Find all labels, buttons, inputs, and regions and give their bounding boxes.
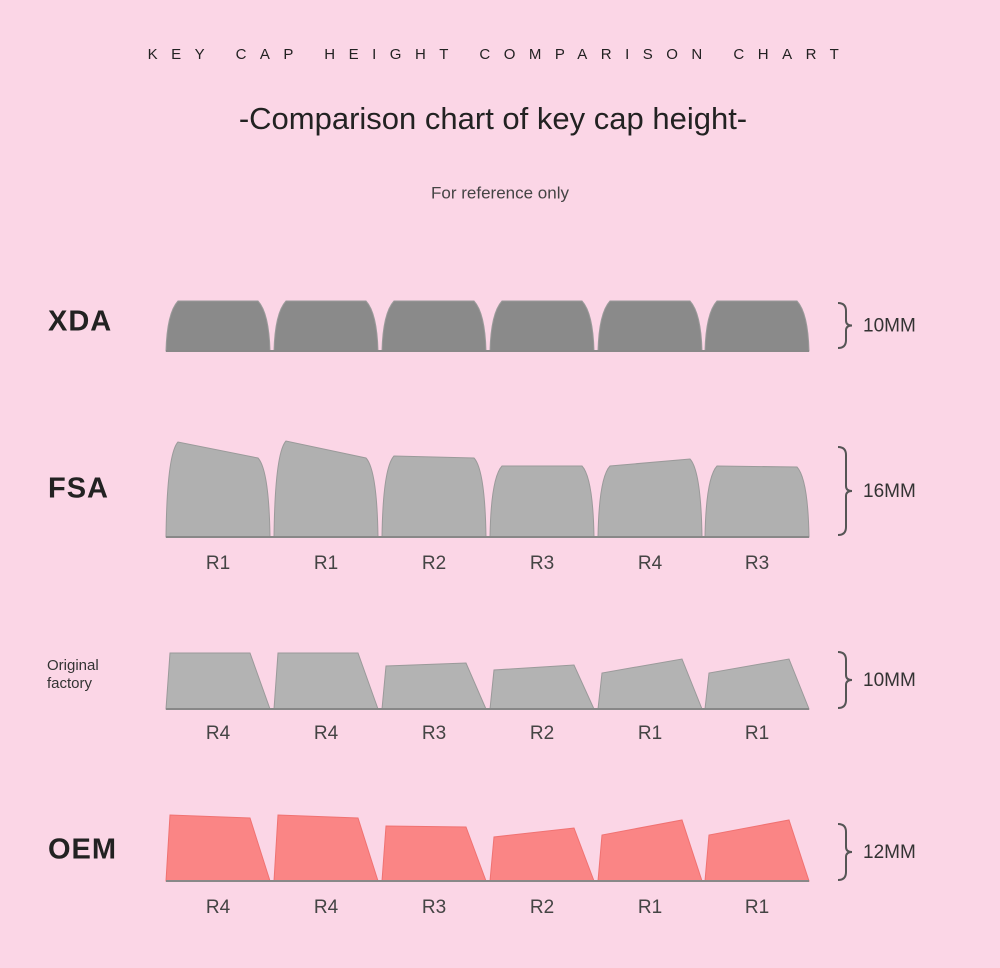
key-cap (704, 819, 810, 882)
row-label: R4 (638, 553, 663, 574)
subtitle: For reference only (431, 183, 569, 202)
key-cap (597, 300, 703, 352)
height-label: 16MM (863, 481, 916, 502)
row-label: R4 (206, 723, 231, 744)
key-cap (489, 664, 595, 710)
row-label: R1 (745, 723, 769, 744)
row-label: R3 (422, 723, 446, 744)
key-cap (597, 458, 703, 538)
row-label: R1 (314, 553, 338, 574)
key-cap (489, 465, 595, 538)
key-cap (165, 441, 271, 538)
row-label: R1 (745, 897, 769, 918)
key-cap (165, 814, 271, 882)
profile-name: OEM (48, 834, 117, 866)
profile-name: XDA (48, 306, 112, 338)
key-cap (381, 455, 487, 538)
key-cap (704, 658, 810, 710)
key-cap (381, 662, 487, 710)
key-cap (489, 827, 595, 882)
row-label: R3 (422, 897, 446, 918)
key-cap (381, 300, 487, 352)
row-label: R2 (530, 723, 554, 744)
row-label: R1 (638, 723, 662, 744)
row-label: R3 (745, 553, 769, 574)
row-label: R2 (530, 897, 554, 918)
height-label: 10MM (863, 316, 916, 337)
key-cap (704, 300, 810, 352)
row-label: R4 (314, 897, 339, 918)
profile-name: FSA (48, 473, 109, 505)
row-label: R1 (638, 897, 662, 918)
key-cap (381, 825, 487, 882)
row-label: R2 (422, 553, 446, 574)
bracket (837, 823, 853, 881)
row-label: R1 (206, 553, 230, 574)
key-cap (273, 300, 379, 352)
key-cap (597, 819, 703, 882)
bracket (837, 651, 853, 709)
key-cap (165, 652, 271, 710)
key-cap (489, 300, 595, 352)
height-label: 10MM (863, 670, 916, 691)
banner: KEY CAP HEIGHT COMPARISON CHART (148, 46, 853, 63)
key-cap (273, 814, 379, 882)
key-cap (273, 440, 379, 538)
row-label: R4 (206, 897, 231, 918)
key-cap (165, 300, 271, 352)
key-cap (704, 465, 810, 538)
key-cap (597, 658, 703, 710)
height-label: 12MM (863, 842, 916, 863)
bracket (837, 302, 853, 349)
title: -Comparison chart of key cap height- (239, 101, 747, 136)
row-label: R3 (530, 553, 554, 574)
row-label: R4 (314, 723, 339, 744)
profile-name: Original factory (47, 657, 99, 692)
bracket (837, 446, 853, 536)
key-cap (273, 652, 379, 710)
